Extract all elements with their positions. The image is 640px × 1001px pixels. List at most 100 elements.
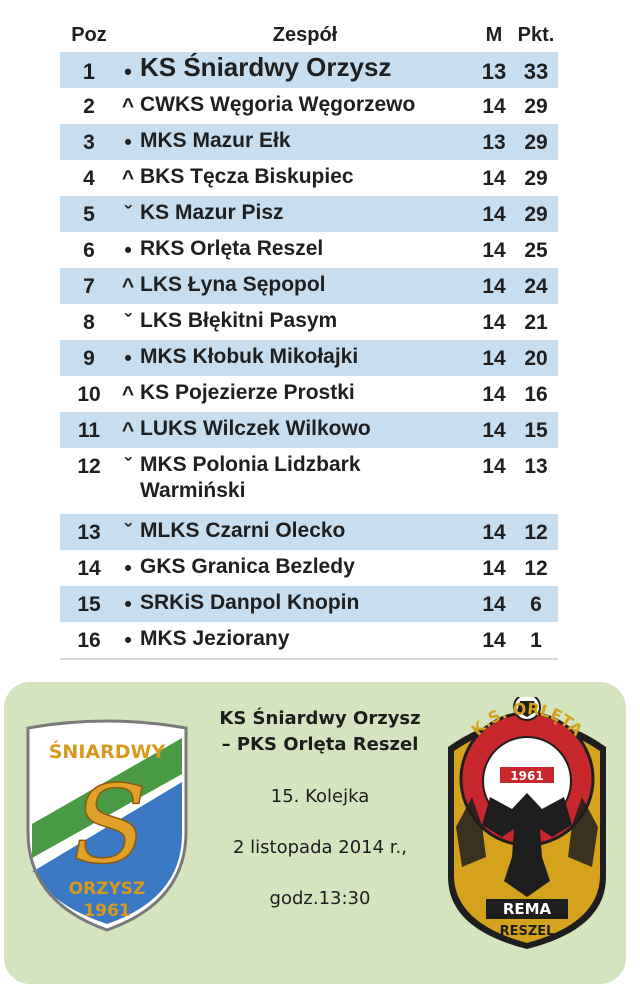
row-team-name: LUKS Wilczek Wilkowo	[140, 417, 371, 440]
row-points: 12	[524, 557, 548, 580]
row-points: 13	[524, 455, 548, 478]
row-team-name: MKS Jeziorany	[140, 627, 290, 650]
table-row: 5 ˇ KS Mazur Pisz 14 29	[60, 196, 558, 232]
row-matches: 14	[482, 311, 506, 334]
row-team-name: KS Pojezierze Prostki	[140, 381, 355, 404]
table-body: 1 • KS Śniardwy Orzysz 13 33 2 ^ CWKS Węgoria W…	[60, 52, 558, 658]
row-trend-marker: ˇ	[124, 521, 132, 544]
table-row: 1 • KS Śniardwy Orzysz 13 33	[60, 52, 558, 88]
table-row: 10 ^ KS Pojezierze Prostki 14 16	[60, 376, 558, 412]
row-matches: 14	[482, 557, 506, 580]
row-matches: 13	[482, 131, 506, 154]
table-row: 9 • MKS Kłobuk Mikołajki 14 20	[60, 340, 558, 376]
table-row: 8 ˇ LKS Błękitni Pasym 14 21	[60, 304, 558, 340]
table-row: 14 • GKS Granica Bezledy 14 12	[60, 550, 558, 586]
row-team-name: MLKS Czarni Olecko	[140, 519, 346, 542]
table-row: 15 • SRKiS Danpol Knopin 14 6	[60, 586, 558, 622]
table-row: 12 ˇ MKS Polonia Lidzbark Warmiński 14 13	[60, 448, 558, 514]
match-panel: ŚNIARDWY S ORZYSZ 1961 KS Śniardwy Orzys…	[4, 682, 626, 984]
row-trend-marker: •	[124, 347, 132, 370]
header-team: Zespół	[272, 24, 338, 46]
row-points: 29	[524, 95, 548, 118]
row-position: 6	[83, 239, 95, 262]
row-team-name: KS Śniardwy Orzysz	[140, 52, 392, 82]
row-trend-marker: •	[124, 239, 132, 262]
header-pkt: Pkt.	[517, 24, 555, 46]
table-row: 3 • MKS Mazur Ełk 13 29	[60, 124, 558, 160]
row-trend-marker: ^	[121, 167, 135, 190]
row-points: 15	[524, 419, 548, 442]
row-position: 16	[77, 629, 101, 652]
row-points: 29	[524, 167, 548, 190]
row-trend-marker: ^	[121, 419, 135, 442]
header-m: M	[485, 24, 503, 46]
row-points: 6	[530, 593, 542, 616]
row-position: 9	[83, 347, 95, 370]
row-position: 8	[83, 311, 95, 334]
row-team-name: CWKS Węgoria Węgorzewo	[140, 93, 416, 116]
table-row: 4 ^ BKS Tęcza Biskupiec 14 29	[60, 160, 558, 196]
row-team-name: SRKiS Danpol Knopin	[140, 591, 360, 614]
row-points: 25	[524, 239, 548, 262]
row-team-name: KS Mazur Pisz	[140, 201, 284, 224]
match-home-team: KS Śniardwy Orzysz	[219, 708, 421, 729]
orleta-crest-icon: K.S. ORLĘTA 1961 REMA RESZEL	[448, 697, 606, 949]
row-matches: 14	[482, 275, 506, 298]
row-matches: 14	[482, 629, 506, 652]
row-trend-marker: •	[124, 131, 132, 154]
match-time: godz.13:30	[269, 888, 371, 909]
row-matches: 14	[482, 167, 506, 190]
row-points: 24	[524, 275, 548, 298]
match-date: 2 listopada 2014 r.,	[233, 837, 407, 858]
table-row: 13 ˇ MLKS Czarni Olecko 14 12	[60, 514, 558, 550]
row-position: 15	[77, 593, 101, 616]
match-info: KS Śniardwy Orzysz – PKS Orlęta Reszel 1…	[204, 706, 436, 909]
row-matches: 14	[482, 455, 506, 478]
row-position: 4	[83, 167, 95, 190]
crest-year: 1961	[83, 901, 130, 921]
table-row: 6 • RKS Orlęta Reszel 14 25	[60, 232, 558, 268]
row-trend-marker: •	[124, 629, 132, 652]
row-team-name: LKS Łyna Sępopol	[140, 273, 326, 296]
match-round: 15. Kolejka	[270, 786, 370, 807]
crest-bottom-text: RESZEL	[500, 924, 555, 939]
row-position: 1	[82, 59, 96, 84]
row-trend-marker: ˇ	[124, 455, 132, 478]
row-trend-marker: ^	[121, 275, 135, 298]
league-table: Poz Zespół M Pkt. 1 • KS Śniardwy Orzysz 13…	[60, 18, 558, 660]
row-trend-marker: •	[124, 593, 132, 616]
row-matches: 14	[482, 95, 506, 118]
row-team-name: RKS Orlęta Reszel	[140, 237, 324, 260]
table-row: 16 • MKS Jeziorany 14 1	[60, 622, 558, 658]
row-matches: 14	[482, 521, 506, 544]
row-trend-marker: ˇ	[124, 203, 132, 226]
row-position: 3	[83, 131, 95, 154]
table-header: Poz Zespół M Pkt.	[60, 18, 558, 52]
row-points: 21	[524, 311, 548, 334]
row-points: 1	[530, 629, 542, 652]
row-points: 20	[524, 347, 548, 370]
crest-letter: S	[73, 763, 147, 888]
table-row: 7 ^ LKS Łyna Sępopol 14 24	[60, 268, 558, 304]
table-row: 11 ^ LUKS Wilczek Wilkowo 14 15	[60, 412, 558, 448]
row-matches: 14	[482, 383, 506, 406]
header-pos: Poz	[71, 24, 107, 46]
row-position: 13	[77, 521, 101, 544]
row-trend-marker: •	[124, 557, 132, 580]
row-points: 29	[524, 131, 548, 154]
row-team-name: MKS Kłobuk Mikołajki	[140, 345, 359, 368]
row-position: 14	[77, 557, 101, 580]
table-bottom-divider	[60, 658, 558, 660]
row-matches: 14	[482, 419, 506, 442]
row-trend-marker: ^	[121, 95, 135, 118]
row-trend-marker: ^	[121, 383, 135, 406]
row-matches: 13	[481, 59, 507, 84]
row-team-name: BKS Tęcza Biskupiec	[140, 165, 354, 188]
row-team-name: GKS Granica Bezledy	[140, 555, 355, 578]
table-row: 2 ^ CWKS Węgoria Węgorzewo 14 29	[60, 88, 558, 124]
row-trend-marker: •	[124, 59, 132, 84]
row-team-name: LKS Błękitni Pasym	[140, 309, 338, 332]
row-position: 11	[77, 419, 101, 442]
row-points: 33	[523, 59, 549, 84]
row-points: 29	[524, 203, 548, 226]
